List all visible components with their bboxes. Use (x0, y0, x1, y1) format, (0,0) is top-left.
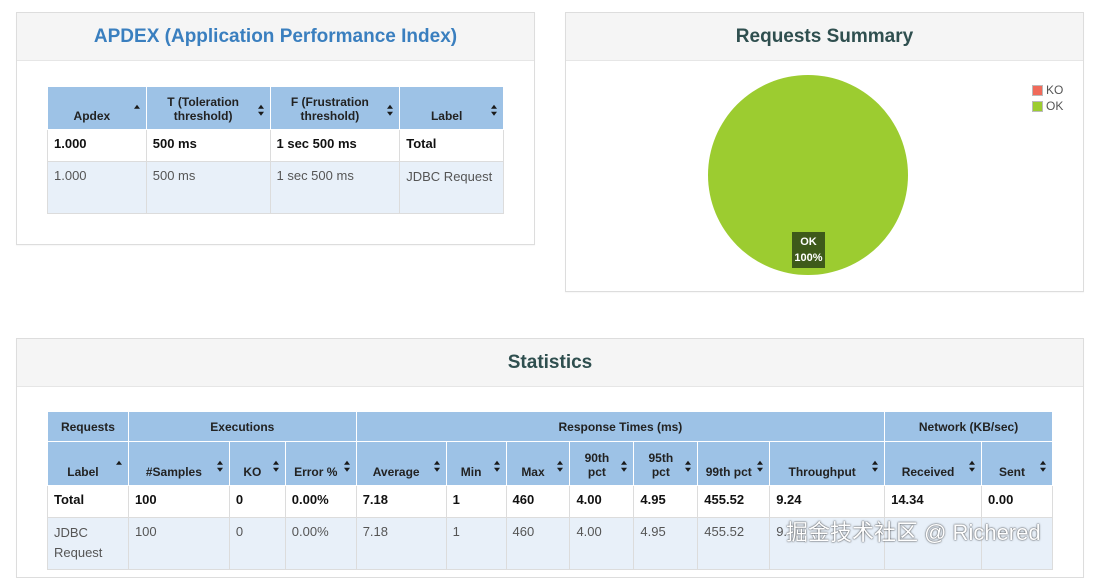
table-cell: 455.52 (697, 517, 771, 570)
stats-header-label[interactable]: Label (47, 441, 129, 486)
table-cell: 7.18 (355, 485, 447, 518)
sort-icon (493, 460, 501, 472)
table-cell: 0 (228, 485, 286, 518)
pie-slice-name: OK (800, 236, 817, 248)
sort-icon (685, 460, 692, 472)
table-cell: 4.00 (569, 485, 635, 518)
table-cell: 100 (127, 485, 230, 518)
pie-slice-ok[interactable] (708, 75, 908, 275)
sort-icon (1040, 460, 1047, 472)
table-cell: JDBC Request (47, 517, 129, 570)
apdex-header-label[interactable]: Label (399, 86, 504, 130)
table-cell: 0.00% (284, 485, 357, 518)
table-row: 1.000 500 ms 1 sec 500 ms JDBC Request (47, 161, 504, 214)
apdex-header-frustration[interactable]: F (Frustration threshold) (269, 86, 401, 130)
sort-asc-icon (133, 104, 141, 116)
table-cell: 4.95 (633, 485, 699, 518)
table-cell: 0.00 (981, 485, 1053, 518)
pie-slice-label: OK 100% (792, 232, 825, 268)
sort-icon (872, 460, 879, 472)
table-cell: 9.24 (769, 485, 886, 518)
statistics-title: Statistics (17, 339, 1083, 387)
table-cell: 0 (228, 517, 286, 570)
legend-label-ok: OK (1046, 99, 1064, 113)
sort-icon (491, 104, 498, 116)
table-cell: 1 sec 500 ms (269, 161, 401, 214)
legend-swatch-ok (1032, 100, 1043, 112)
sort-icon (557, 460, 564, 472)
table-cell: 1.000 (47, 161, 147, 214)
table-cell (884, 517, 982, 570)
stats-header-max[interactable]: Max (505, 441, 571, 486)
stats-header-99th-pct[interactable]: 99th pct (697, 441, 771, 486)
table-cell: 500 ms (145, 129, 271, 162)
legend-swatch-ko (1032, 84, 1043, 96)
table-cell: 100 (127, 517, 230, 570)
sort-icon (433, 460, 441, 472)
apdex-table: Apdex T (Toleration threshold) F (Frustr… (47, 86, 504, 214)
group-header-response-times: Response Times (ms) (355, 411, 886, 442)
sort-icon (272, 460, 280, 472)
apdex-header-toleration[interactable]: T (Toleration threshold) (145, 86, 271, 130)
table-cell: 4.95 (633, 517, 699, 570)
sort-icon (257, 104, 265, 116)
sort-icon (343, 460, 351, 472)
apdex-header-apdex[interactable]: Apdex (47, 86, 147, 130)
stats-header-samples[interactable]: #Samples (127, 441, 230, 486)
group-header-requests: Requests (47, 411, 129, 442)
table-cell: JDBC Request (399, 161, 504, 214)
sort-icon (216, 460, 224, 472)
stats-header-min[interactable]: Min (445, 441, 507, 486)
legend-label-ko: KO (1046, 83, 1064, 97)
table-cell: 7.18 (355, 517, 447, 570)
table-cell: 0.00% (284, 517, 357, 570)
statistics-table: Requests Executions Response Times (ms) … (47, 411, 1053, 570)
table-cell: 14.34 (884, 485, 982, 518)
table-cell: 1 sec 500 ms (269, 129, 401, 162)
stats-header-throughput[interactable]: Throughput (769, 441, 886, 486)
stats-header-sent[interactable]: Sent (981, 441, 1053, 486)
stats-header-error-pct[interactable]: Error % (284, 441, 357, 486)
requests-summary-title: Requests Summary (566, 13, 1083, 61)
sort-icon (387, 104, 394, 116)
legend-item-ko[interactable]: KO (1032, 82, 1063, 98)
requests-pie-chart (708, 75, 908, 275)
group-header-network: Network (KB/sec) (884, 411, 1053, 442)
legend-item-ok[interactable]: OK (1032, 98, 1063, 114)
sort-icon (757, 460, 764, 472)
table-cell: Total (47, 485, 129, 518)
stats-header-95th-pct[interactable]: 95th pct (633, 441, 699, 486)
sort-asc-icon (115, 460, 123, 471)
table-row: JDBC Request 100 0 0.00% 7.18 1 460 4.00… (47, 517, 1053, 570)
sort-icon (621, 460, 628, 472)
stats-header-ko[interactable]: KO (228, 441, 286, 486)
watermark-text: 掘金技术社区 @ Richered (786, 520, 1041, 545)
stats-header-average[interactable]: Average (355, 441, 447, 486)
table-cell: 500 ms (145, 161, 271, 214)
table-cell: 460 (505, 485, 571, 518)
table-cell: 1 (445, 517, 507, 570)
sort-icon (969, 460, 976, 472)
table-cell: 460 (505, 517, 571, 570)
table-row: 1.000 500 ms 1 sec 500 ms Total (47, 129, 504, 162)
pie-legend: KO OK (1032, 82, 1063, 114)
apdex-title: APDEX (Application Performance Index) (17, 13, 534, 61)
group-header-executions: Executions (127, 411, 357, 442)
stats-header-90th-pct[interactable]: 90th pct (569, 441, 635, 486)
table-cell: 455.52 (697, 485, 771, 518)
table-cell: 1 (445, 485, 507, 518)
table-cell: 4.00 (569, 517, 635, 570)
table-row: Total 100 0 0.00% 7.18 1 460 4.00 4.95 4… (47, 485, 1053, 518)
stats-header-received[interactable]: Received (884, 441, 982, 486)
table-cell (981, 517, 1053, 570)
table-cell: 9. (769, 517, 886, 570)
pie-slice-percent: 100% (794, 252, 823, 264)
table-cell: Total (399, 129, 504, 162)
table-cell: 1.000 (47, 129, 147, 162)
